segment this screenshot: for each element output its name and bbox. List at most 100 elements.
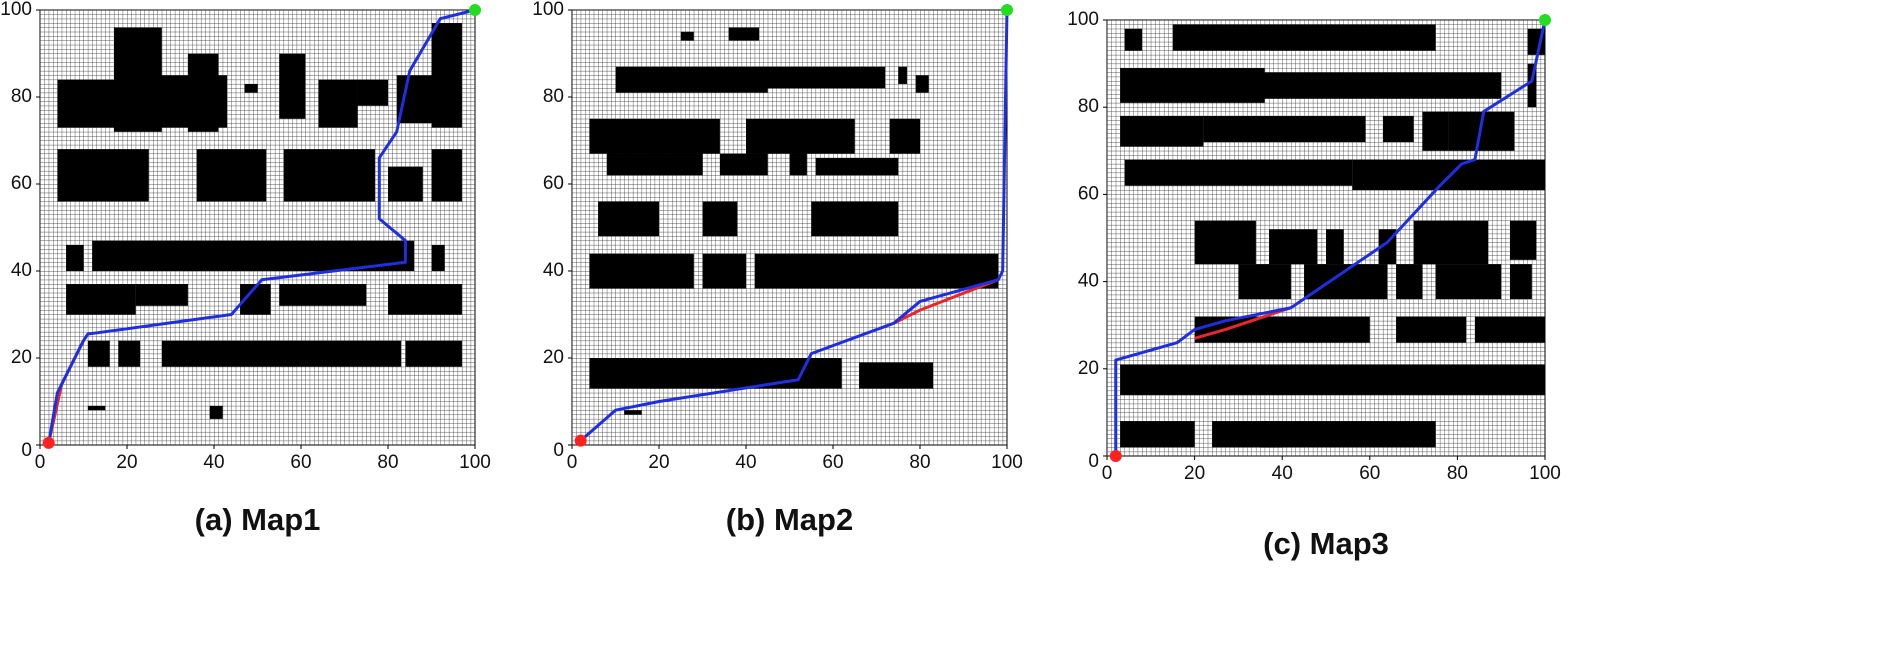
obstacle [1120, 67, 1265, 103]
start-point [574, 434, 587, 447]
obstacle [889, 118, 920, 154]
obstacle [118, 340, 141, 367]
panel-title: (b) Map2 [726, 502, 853, 537]
y-tick-label: 80 [543, 86, 564, 107]
obstacle [898, 66, 907, 84]
obstacle [728, 27, 760, 41]
obstacle [209, 405, 223, 419]
start-point [1109, 450, 1122, 462]
obstacle [702, 253, 746, 289]
obstacle [279, 53, 306, 119]
obstacle [1527, 63, 1537, 108]
start-point [42, 436, 55, 449]
path-line [893, 278, 999, 325]
y-tick-label: 0 [21, 440, 32, 461]
obstacle [589, 253, 694, 289]
obstacle [1120, 115, 1204, 147]
y-tick-label: 0 [553, 440, 564, 461]
obstacle [763, 66, 886, 89]
obstacle [405, 340, 462, 367]
x-tick-label: 60 [822, 452, 843, 473]
obstacle [279, 284, 367, 306]
x-tick-label: 100 [991, 452, 1023, 473]
obstacle [1396, 316, 1467, 343]
x-tick-label: 80 [377, 452, 398, 473]
y-tick-label: 20 [1078, 358, 1099, 379]
obstacle [1260, 421, 1436, 448]
y-tick-label: 80 [1078, 96, 1099, 117]
obstacle [87, 405, 106, 411]
obstacle [1172, 24, 1436, 51]
obstacle [1474, 316, 1545, 343]
obstacle [606, 153, 703, 176]
obstacle [1216, 159, 1353, 186]
y-tick-label: 60 [543, 173, 564, 194]
y-tick-label: 40 [543, 260, 564, 281]
obstacle [1120, 421, 1195, 448]
y-tick-label: 20 [543, 347, 564, 368]
obstacle [1124, 159, 1217, 186]
obstacle [1509, 220, 1537, 260]
map-panel: 0 20 40 60 80 100 0 20 40 60 80 100 (b) Map2 [532, 0, 1023, 537]
obstacle [1352, 159, 1545, 191]
obstacle [66, 244, 84, 271]
obstacle [754, 253, 999, 289]
obstacle [388, 284, 462, 315]
obstacle [624, 410, 642, 415]
obstacle [318, 79, 358, 128]
obstacle [915, 75, 929, 93]
obstacle [1124, 28, 1143, 51]
obstacle [789, 153, 807, 176]
path-line [579, 9, 1009, 442]
obstacle [719, 153, 768, 176]
x-tick-label: 20 [1184, 463, 1205, 484]
obstacle [283, 149, 375, 202]
obstacle [859, 362, 934, 389]
obstacle [815, 157, 899, 176]
y-tick-label: 100 [532, 0, 564, 20]
obstacle [680, 31, 694, 41]
obstacle [1396, 264, 1423, 300]
obstacle [1194, 220, 1256, 265]
obstacle [589, 358, 659, 389]
obstacle [1120, 364, 1545, 395]
obstacle [1260, 72, 1502, 99]
x-tick-label: 60 [290, 452, 311, 473]
obstacle [66, 284, 136, 315]
obstacle [87, 340, 110, 367]
y-tick-label: 40 [11, 260, 32, 281]
x-tick-label: 80 [909, 452, 930, 473]
x-tick-label: 0 [1102, 463, 1113, 484]
obstacle [1203, 115, 1366, 143]
obstacle [1326, 229, 1344, 265]
path-line [1194, 306, 1292, 340]
y-tick-label: 20 [11, 347, 32, 368]
obstacle [92, 240, 415, 271]
y-tick-label: 60 [1078, 183, 1099, 204]
obstacle [396, 75, 432, 124]
obstacle [589, 118, 720, 154]
map-panel: 0 20 40 60 80 100 0 20 40 60 80 100 (a) Map1 [0, 0, 491, 537]
x-tick-label: 0 [35, 452, 46, 473]
obstacle [357, 79, 388, 106]
goal-point [1001, 4, 1013, 16]
obstacle [431, 23, 462, 128]
obstacle [1435, 264, 1502, 300]
obstacle [135, 284, 188, 306]
obstacle [1382, 115, 1414, 143]
obstacle [161, 340, 402, 367]
y-tick-label: 80 [11, 86, 32, 107]
obstacle [244, 83, 258, 93]
obstacle [780, 358, 842, 389]
obstacle [431, 244, 445, 271]
obstacle [702, 201, 738, 237]
y-tick-label: 100 [0, 0, 32, 20]
obstacle [1422, 111, 1449, 151]
obstacle [1413, 220, 1489, 265]
obstacle [615, 66, 768, 93]
y-tick-label: 100 [1067, 9, 1099, 30]
x-tick-label: 100 [1529, 463, 1561, 484]
obstacle [57, 149, 149, 202]
obstacle [598, 201, 659, 237]
